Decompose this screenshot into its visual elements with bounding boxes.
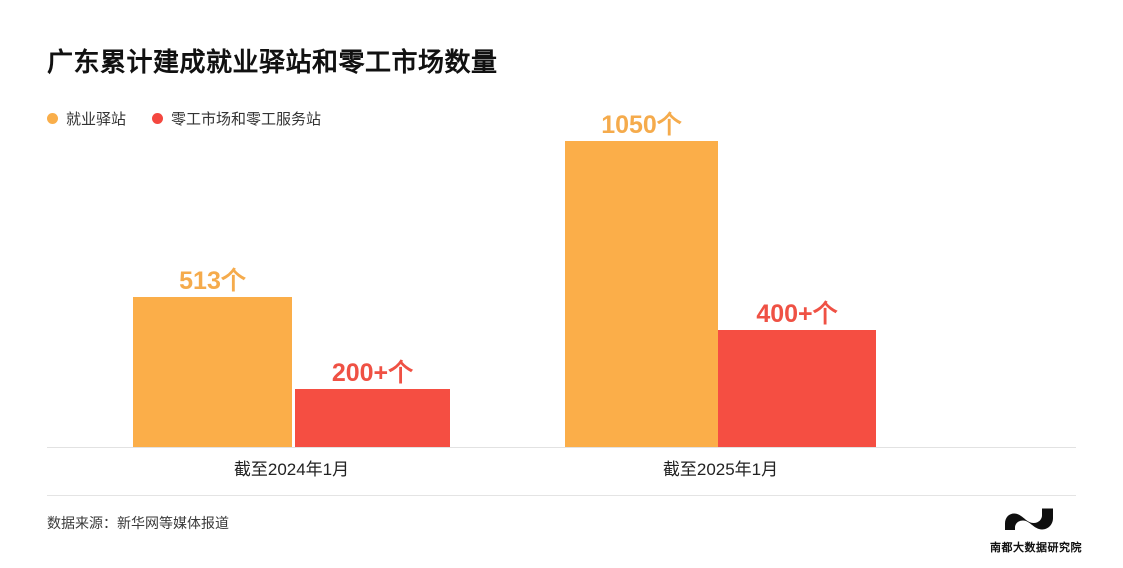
publisher-name: 南都大数据研究院 — [990, 542, 1082, 554]
bar-2025-gig-markets[interactable] — [718, 330, 876, 447]
bar-value-label: 513个 — [179, 267, 246, 295]
bar-2024-employment-stations[interactable] — [133, 297, 292, 447]
legend-item-gig-markets[interactable]: 零工市场和零工服务站 — [152, 108, 321, 129]
legend-dot-icon — [47, 113, 58, 124]
legend-item-label: 就业驿站 — [66, 111, 127, 128]
category-label-2024: 截至2024年1月 — [233, 460, 350, 479]
nandu-wave-logo-icon — [990, 506, 1076, 537]
category-label-2025: 截至2025年1月 — [662, 460, 779, 479]
chart-legend: 就业驿站 零工市场和零工服务站 — [47, 108, 321, 129]
data-source-note: 数据来源：新华网等媒体报道 — [47, 515, 229, 531]
legend-item-label: 零工市场和零工服务站 — [171, 111, 322, 128]
bar-2024-gig-markets[interactable] — [295, 389, 450, 447]
legend-item-employment-stations[interactable]: 就业驿站 — [47, 108, 126, 129]
bar-2025-employment-stations[interactable] — [565, 141, 718, 447]
bar-value-label: 1050个 — [601, 111, 682, 139]
bar-value-label: 400+个 — [756, 300, 838, 328]
bar-value-label: 200+个 — [331, 359, 414, 387]
publisher-logo: 南都大数据研究院 — [990, 506, 1082, 555]
page-title: 广东累计建成就业驿站和零工市场数量 — [47, 47, 498, 77]
footer-divider — [47, 495, 1076, 496]
chart-baseline — [47, 447, 1076, 448]
legend-dot-icon — [152, 113, 164, 124]
